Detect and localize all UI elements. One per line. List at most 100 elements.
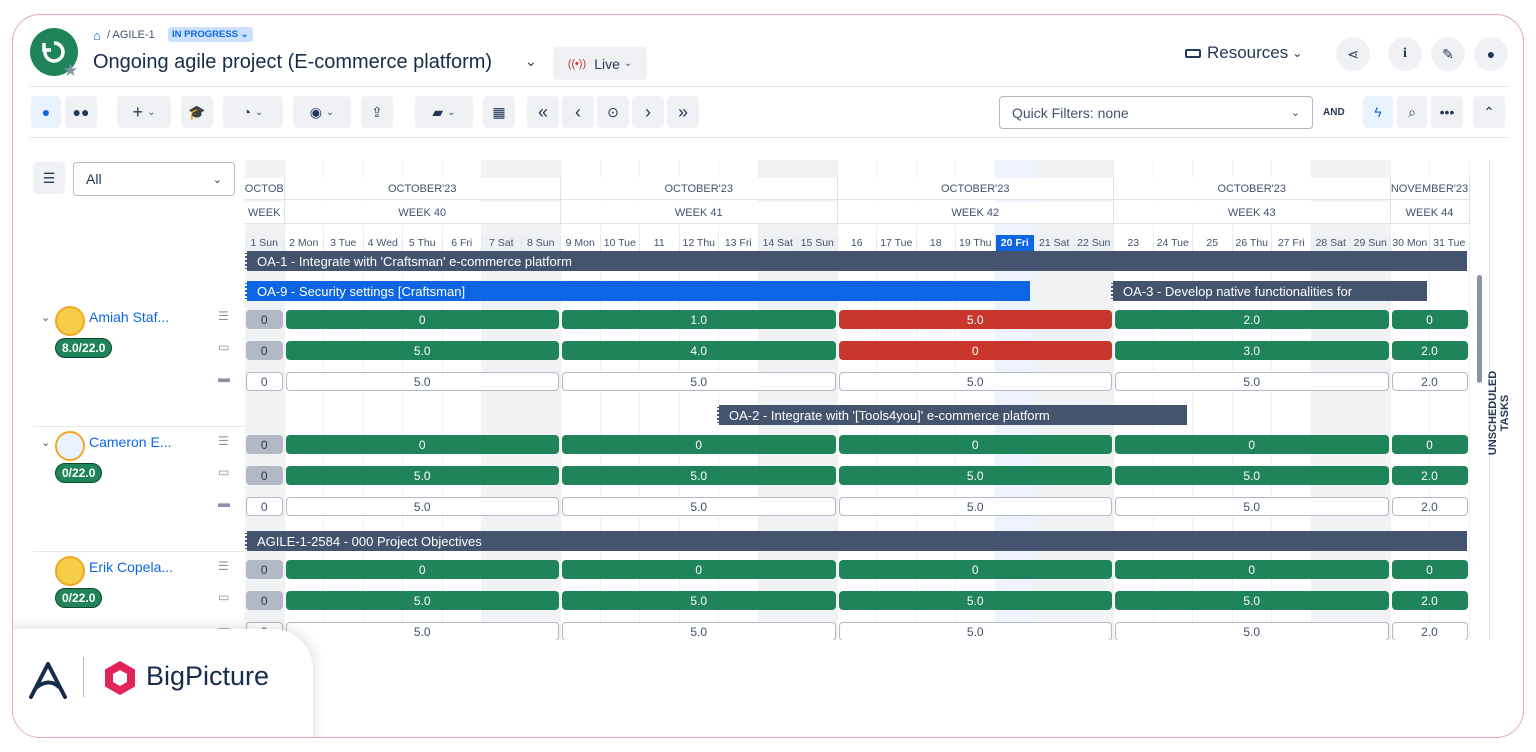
fast-forward-button[interactable]: » [667, 96, 699, 128]
ruler-button[interactable]: ▰ ⌄ [415, 96, 473, 128]
workload-cell[interactable]: 2.0 [1115, 310, 1389, 329]
workload-cell[interactable]: 0 [246, 591, 283, 610]
workload-cell[interactable]: 5.0 [838, 622, 1112, 640]
task-bar-oa1[interactable]: OA-1 - Integrate with 'Craftsman' e-comm… [245, 251, 1467, 271]
workload-cell[interactable]: 0 [246, 560, 283, 579]
workload-cell[interactable]: 5.0 [1115, 622, 1389, 640]
resources-button[interactable]: Resources ⌄ [1185, 43, 1302, 63]
expand-chevron-icon[interactable]: ⌄ [41, 437, 51, 449]
list-view-button[interactable]: ☰ [33, 162, 65, 194]
graduation-icon[interactable]: 🎓 [181, 96, 213, 128]
star-icon[interactable]: ★ [63, 61, 79, 80]
workload-cell[interactable]: 1.0 [562, 310, 836, 329]
workload-cell[interactable]: 0 [1391, 435, 1468, 454]
timeline-grid[interactable]: OCTOB WEEK OCTOBER'23 WEEK 40 OCTOBER'23 WEEK… [245, 160, 1471, 640]
workload-cell[interactable]: 0 [285, 310, 559, 329]
workload-cell[interactable]: 5.0 [1115, 466, 1389, 485]
workload-cell[interactable]: 5.0 [285, 372, 559, 391]
workload-cell[interactable]: 0 [562, 560, 836, 579]
workload-cell[interactable]: 0 [246, 466, 283, 485]
workload-cell[interactable]: 5.0 [285, 341, 559, 360]
single-view-button[interactable]: ● [31, 96, 61, 128]
workload-cell[interactable]: 0 [246, 341, 283, 360]
user-name[interactable]: Cameron E... [89, 434, 172, 450]
workload-cell[interactable]: 0 [285, 560, 559, 579]
user-button[interactable]: ● [1474, 37, 1508, 71]
workload-cell[interactable]: 0 [246, 310, 283, 329]
workload-cell[interactable]: 5.0 [562, 497, 836, 516]
workload-cell[interactable]: 5.0 [285, 497, 559, 516]
and-toggle[interactable]: AND [1323, 107, 1345, 118]
search-button[interactable]: ⌕ [1397, 96, 1427, 128]
collapse-button[interactable]: ⌃ [1473, 96, 1505, 128]
workload-cell[interactable]: 0 [838, 560, 1112, 579]
workload-cell[interactable]: 0 [838, 341, 1112, 360]
workload-cell[interactable]: 0 [1391, 310, 1468, 329]
vertical-scrollbar[interactable] [1477, 275, 1482, 383]
quick-filters-select[interactable]: Quick Filters: none ⌄ [999, 96, 1313, 129]
workload-cell[interactable]: 5.0 [285, 622, 559, 640]
workload-cell[interactable]: 0 [1391, 560, 1468, 579]
workload-cell[interactable]: 5.0 [1115, 372, 1389, 391]
breadcrumb-project[interactable]: AGILE-1 [112, 29, 155, 41]
bolt-button[interactable]: ϟ [1363, 96, 1393, 128]
workload-cell[interactable]: 2.0 [1391, 466, 1468, 485]
fast-back-button[interactable]: « [527, 96, 559, 128]
workload-cell[interactable]: 2.0 [1391, 341, 1468, 360]
live-button[interactable]: ((•)) Live ⌄ [553, 47, 647, 80]
more-button[interactable]: ••• [1431, 96, 1463, 128]
team-view-button[interactable]: ●● [65, 96, 97, 128]
home-icon[interactable]: ⌂ [93, 28, 101, 43]
workload-cell[interactable]: 2.0 [1391, 591, 1468, 610]
workload-cell[interactable]: 3.0 [1115, 341, 1389, 360]
filter-select[interactable]: All ⌄ [73, 162, 235, 196]
user-name[interactable]: Erik Copela... [89, 559, 174, 575]
workload-cell[interactable]: 5.0 [838, 497, 1112, 516]
workload-cell[interactable]: 0 [562, 435, 836, 454]
wrench-button[interactable]: ✎ [1431, 37, 1465, 71]
upload-button[interactable]: ⇪ [361, 96, 393, 128]
unscheduled-tasks-tab[interactable]: UNSCHEDULED TASKS [1487, 370, 1511, 456]
task-bar-agile[interactable]: AGILE-1-2584 - 000 Project Objectives [245, 531, 1467, 551]
expand-chevron-icon[interactable]: ⌄ [41, 312, 51, 324]
title-chevron-icon[interactable]: ⌄ [525, 53, 537, 69]
workload-cell[interactable]: 2.0 [1391, 497, 1468, 516]
status-badge[interactable]: IN PROGRESS ⌄ [168, 27, 253, 42]
workload-cell[interactable]: 5.0 [562, 622, 836, 640]
workload-cell[interactable]: 4.0 [562, 341, 836, 360]
workload-cell[interactable]: 5.0 [562, 466, 836, 485]
workload-cell[interactable]: 0 [285, 435, 559, 454]
workload-cell[interactable]: 5.0 [562, 591, 836, 610]
workload-cell[interactable]: 0 [246, 435, 283, 454]
workload-cell[interactable]: 5.0 [285, 591, 559, 610]
workload-cell[interactable]: 0 [1115, 560, 1389, 579]
workload-cell[interactable]: 2.0 [1391, 372, 1468, 391]
info-button[interactable]: i [1388, 37, 1422, 71]
workload-cell[interactable]: 5.0 [562, 372, 836, 391]
workload-cell[interactable]: 5.0 [1115, 497, 1389, 516]
today-button[interactable]: ⊙ [597, 96, 629, 128]
workload-cell[interactable]: 0 [246, 372, 283, 391]
calendar-button[interactable]: ▦ [483, 96, 515, 128]
workload-cell[interactable]: 5.0 [838, 591, 1112, 610]
workload-cell[interactable]: 5.0 [838, 372, 1112, 391]
user-name[interactable]: Amiah Staf... [89, 309, 170, 325]
workload-cell[interactable]: 0 [246, 497, 283, 516]
add-button[interactable]: + ⌄ [117, 96, 171, 128]
workload-cell[interactable]: 0 [838, 435, 1112, 454]
task-bar-oa3[interactable]: OA-3 - Develop native functionalities fo… [1111, 281, 1427, 301]
workload-cell[interactable]: 2.0 [1391, 622, 1468, 640]
task-bar-oa9[interactable]: OA-9 - Security settings [Craftsman] [245, 281, 1030, 301]
eye-button[interactable]: ◉ ⌄ [293, 96, 351, 128]
workload-cell[interactable]: 5.0 [285, 466, 559, 485]
breadcrumb[interactable]: / AGILE-1 [107, 29, 155, 41]
task-bar-oa2[interactable]: OA-2 - Integrate with '[Tools4you]' e-co… [717, 405, 1187, 425]
share-button[interactable]: ⋖ [1336, 37, 1370, 71]
forward-button[interactable]: › [632, 96, 664, 128]
workload-cell[interactable]: 5.0 [1115, 591, 1389, 610]
workload-cell[interactable]: 0 [1115, 435, 1389, 454]
gauge-button[interactable]: ◔ ⌄ [223, 96, 283, 128]
workload-cell[interactable]: 5.0 [838, 466, 1112, 485]
back-button[interactable]: ‹ [562, 96, 594, 128]
workload-cell[interactable]: 5.0 [838, 310, 1112, 329]
